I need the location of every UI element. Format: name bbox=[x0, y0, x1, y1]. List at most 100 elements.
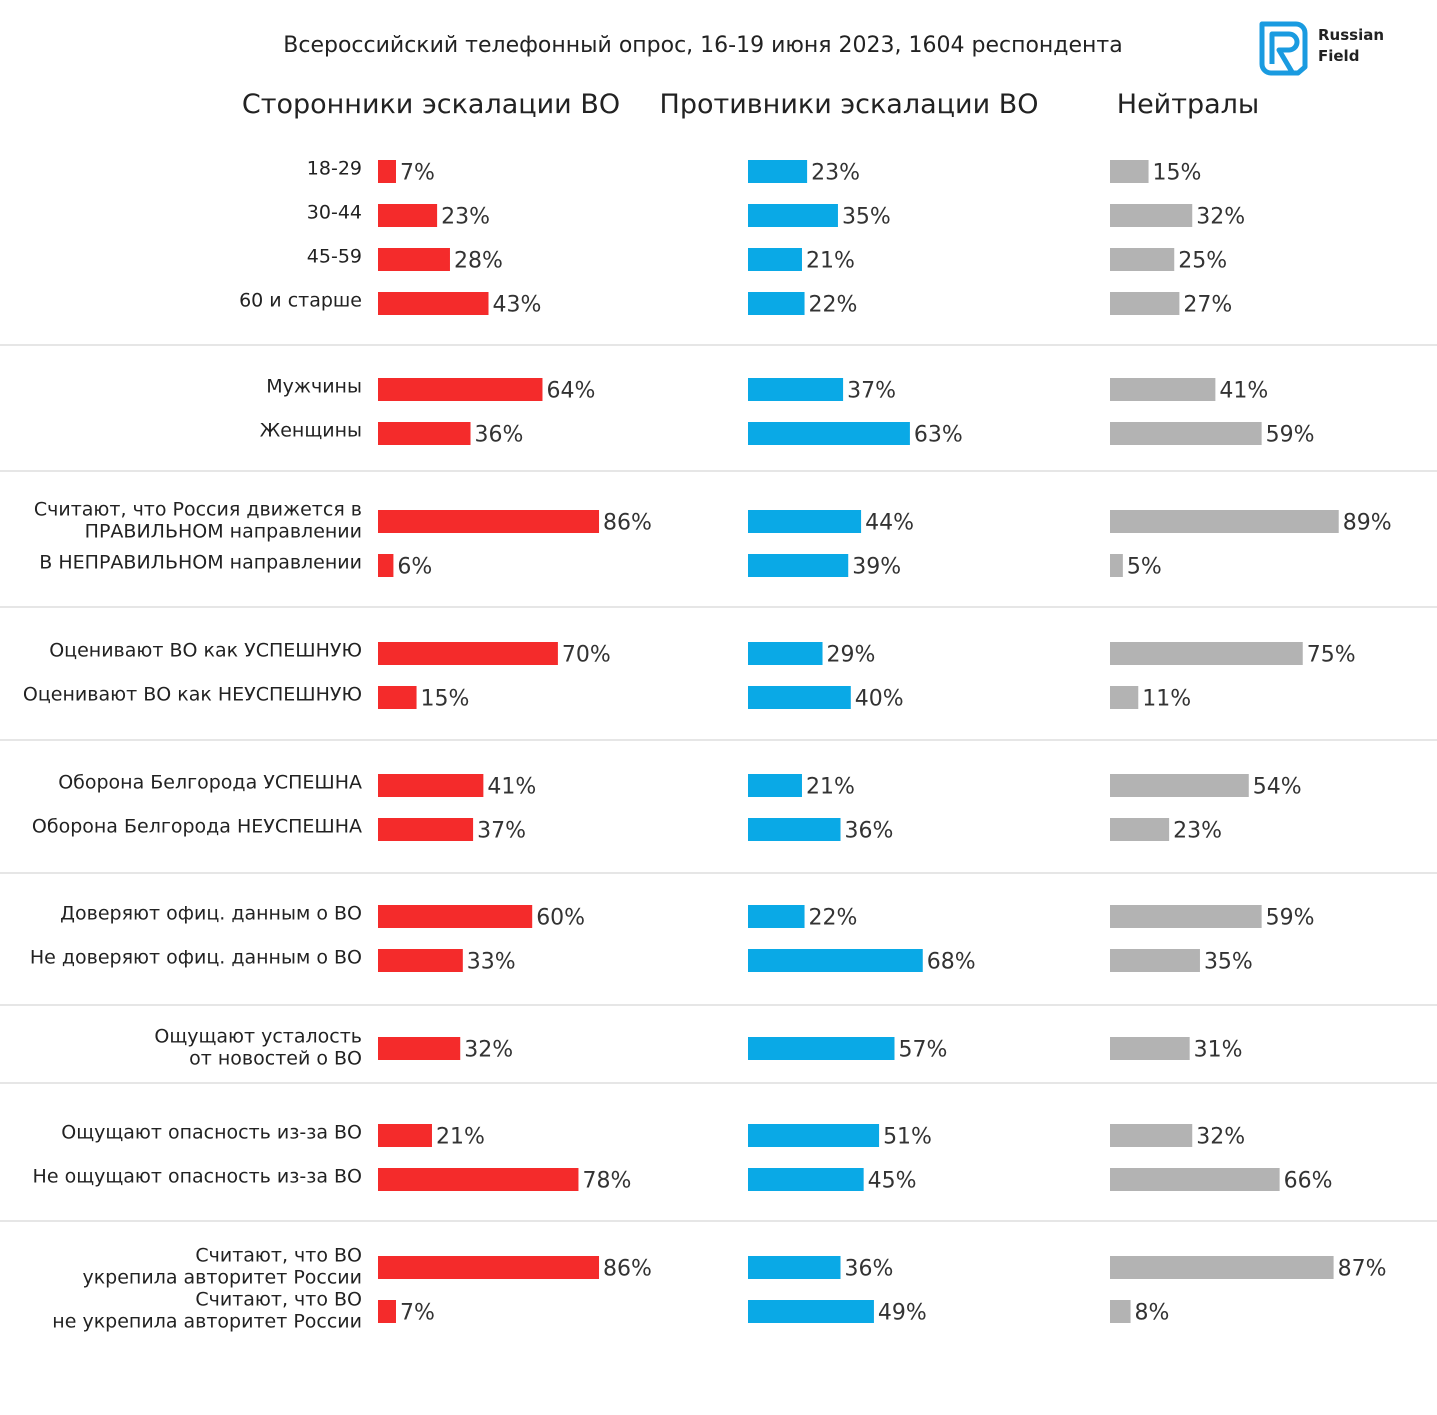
row-label-line: Считают, что Россия движется в bbox=[34, 499, 362, 521]
row-label-line: Оборона Белгорода НЕУСПЕШНА bbox=[32, 816, 362, 838]
bar-supporters bbox=[378, 554, 394, 577]
row-label: 18-29 bbox=[307, 158, 362, 180]
question-group: 18-29 7% 23% 15%30-44 23% 35% 32%45-59 28% 21% 25… bbox=[239, 158, 1245, 318]
value-label: 60% bbox=[536, 906, 585, 931]
row-label-line: Не ощущают опасность из-за ВО bbox=[33, 1166, 362, 1188]
bar-opponents bbox=[748, 905, 805, 928]
bar-opponents bbox=[748, 248, 802, 271]
bar-neutrals bbox=[1110, 422, 1262, 445]
row-label-line: не укрепила авторитет России bbox=[52, 1311, 362, 1333]
bar-neutrals bbox=[1110, 905, 1262, 928]
row-label-line: Оценивают ВО как УСПЕШНУЮ bbox=[49, 640, 362, 662]
bar-neutrals bbox=[1110, 1124, 1193, 1147]
row-label: Ощущают усталость от новостей о ВО bbox=[154, 1026, 362, 1070]
bar-neutrals bbox=[1110, 774, 1249, 797]
value-label: 6% bbox=[397, 555, 432, 580]
brand-name-line2: Field bbox=[1318, 47, 1359, 65]
bar-supporters bbox=[378, 160, 396, 183]
value-label: 23% bbox=[811, 161, 860, 186]
row-label-line: Считают, что ВО bbox=[195, 1289, 362, 1311]
bar-neutrals bbox=[1110, 949, 1200, 972]
bar-supporters bbox=[378, 510, 600, 533]
row-label-line: 60 и старше bbox=[239, 290, 362, 312]
row-label-line: Ощущают усталость bbox=[154, 1026, 362, 1048]
value-label: 22% bbox=[809, 293, 858, 318]
bar-opponents bbox=[748, 1168, 864, 1191]
value-label: 57% bbox=[898, 1038, 947, 1063]
value-label: 37% bbox=[847, 379, 896, 404]
row-label-line: 45-59 bbox=[307, 246, 362, 268]
question-group: Доверяют офиц. данным о ВО 60% 22% 59% Не до… bbox=[30, 903, 1315, 975]
bar-supporters bbox=[378, 818, 474, 841]
value-label: 35% bbox=[1204, 950, 1253, 975]
row-label: Оценивают ВО как НЕУСПЕШНУЮ bbox=[23, 684, 362, 706]
bar-supporters bbox=[378, 949, 463, 972]
bar-supporters bbox=[378, 204, 438, 227]
bar-supporters bbox=[378, 1300, 396, 1323]
bar-neutrals bbox=[1110, 1037, 1190, 1060]
bar-neutrals bbox=[1110, 510, 1339, 533]
value-label: 36% bbox=[845, 1257, 894, 1282]
value-label: 87% bbox=[1338, 1257, 1387, 1282]
row-label: Оценивают ВО как УСПЕШНУЮ bbox=[49, 640, 362, 662]
value-label: 68% bbox=[927, 950, 976, 975]
row-label: Доверяют офиц. данным о ВО bbox=[60, 903, 362, 925]
bar-opponents bbox=[748, 1124, 880, 1147]
bar-opponents bbox=[748, 949, 923, 972]
bar-opponents bbox=[748, 1037, 895, 1060]
value-label: 59% bbox=[1266, 906, 1315, 931]
russian-field-logo-icon bbox=[1259, 21, 1308, 76]
bar-opponents bbox=[748, 686, 851, 709]
row-label: Не ощущают опасность из-за ВО bbox=[33, 1166, 362, 1188]
value-label: 31% bbox=[1194, 1038, 1243, 1063]
row-label: В НЕПРАВИЛЬНОМ направлении bbox=[39, 552, 362, 574]
row-label-line: от новостей о ВО bbox=[189, 1048, 362, 1070]
row-label: 60 и старше bbox=[239, 290, 362, 312]
row-label-line: Оборона Белгорода УСПЕШНА bbox=[58, 772, 362, 794]
row-label: Мужчины bbox=[266, 376, 362, 398]
bar-neutrals bbox=[1110, 292, 1180, 315]
bar-supporters bbox=[378, 292, 489, 315]
bar-neutrals bbox=[1110, 378, 1216, 401]
question-group: Ощущают опасность из-за ВО 21% 51% 32% Не ощ… bbox=[33, 1122, 1333, 1194]
row-label: Не доверяют офиц. данным о ВО bbox=[30, 947, 362, 969]
row-label-line: В НЕПРАВИЛЬНОМ направлении bbox=[39, 552, 362, 574]
bar-opponents bbox=[748, 510, 862, 533]
bar-opponents bbox=[748, 160, 808, 183]
row-label: Оборона Белгорода НЕУСПЕШНА bbox=[32, 816, 362, 838]
row-label: 30-44 bbox=[307, 202, 362, 224]
question-group: Ощущают усталость от новостей о ВО 32% 57% 3… bbox=[154, 1026, 1242, 1070]
bar-opponents bbox=[748, 204, 838, 227]
value-label: 40% bbox=[855, 687, 904, 712]
bar-neutrals bbox=[1110, 1256, 1334, 1279]
value-label: 22% bbox=[809, 906, 858, 931]
value-label: 21% bbox=[806, 249, 855, 274]
bar-neutrals bbox=[1110, 1300, 1131, 1323]
row-label-line: Не доверяют офиц. данным о ВО bbox=[30, 947, 362, 969]
value-label: 59% bbox=[1266, 423, 1315, 448]
value-label: 5% bbox=[1127, 555, 1162, 580]
bar-supporters bbox=[378, 774, 484, 797]
question-group: Оценивают ВО как УСПЕШНУЮ 70% 29% 75% Оценив… bbox=[23, 640, 1356, 712]
value-label: 63% bbox=[914, 423, 963, 448]
bar-opponents bbox=[748, 292, 805, 315]
bar-supporters bbox=[378, 905, 533, 928]
column-header-opponents: Противники эскалации ВО bbox=[660, 89, 1039, 120]
bar-supporters bbox=[378, 1256, 600, 1279]
bar-opponents bbox=[748, 1256, 841, 1279]
value-label: 29% bbox=[827, 643, 876, 668]
bar-neutrals bbox=[1110, 204, 1193, 227]
bar-opponents bbox=[748, 642, 823, 665]
brand-logo: Russian Field bbox=[1259, 21, 1384, 76]
value-label: 39% bbox=[852, 555, 901, 580]
value-label: 43% bbox=[493, 293, 542, 318]
bar-supporters bbox=[378, 1124, 432, 1147]
value-label: 75% bbox=[1307, 643, 1356, 668]
bar-supporters bbox=[378, 642, 558, 665]
value-label: 64% bbox=[546, 379, 595, 404]
bar-opponents bbox=[748, 818, 841, 841]
value-label: 23% bbox=[441, 205, 490, 230]
value-label: 7% bbox=[400, 1301, 435, 1326]
bar-opponents bbox=[748, 1300, 874, 1323]
row-label-line: 18-29 bbox=[307, 158, 362, 180]
